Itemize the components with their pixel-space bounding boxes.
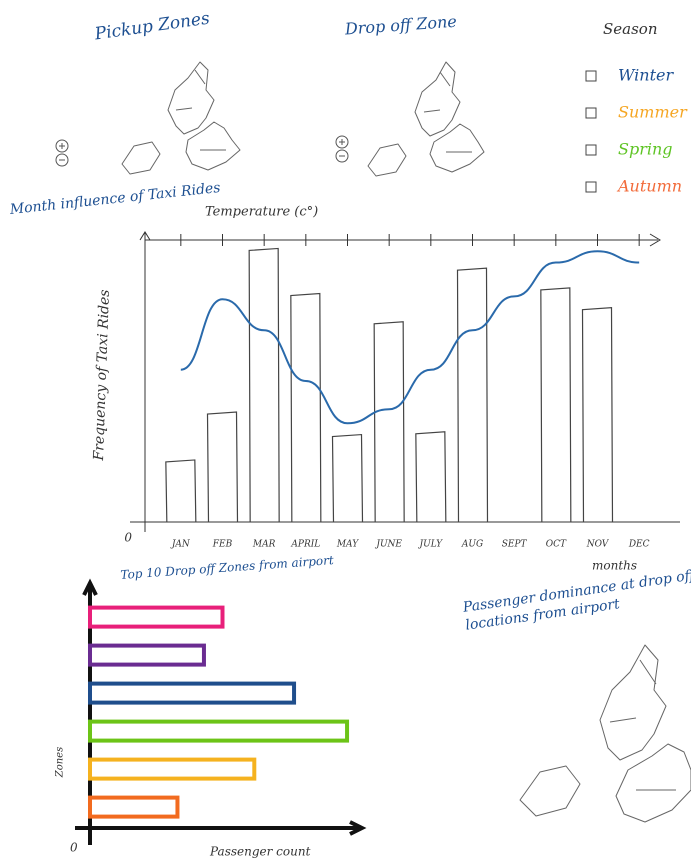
season-label[interactable]: Summer xyxy=(618,103,688,122)
x-tick-label: NOV xyxy=(586,540,610,550)
season-title: Season xyxy=(603,20,658,38)
pickup-map[interactable] xyxy=(121,61,241,175)
dropoff-title: Drop off Zone xyxy=(343,12,457,39)
pickup-zoom[interactable] xyxy=(55,139,69,167)
bar xyxy=(581,307,614,523)
dropoff-zoom[interactable] xyxy=(335,135,349,163)
season-label[interactable]: Spring xyxy=(618,140,673,159)
bar xyxy=(248,247,280,523)
x-tick-label: MAY xyxy=(336,540,359,550)
passenger-map[interactable] xyxy=(519,644,691,823)
y-axis-label: Zones xyxy=(55,747,66,778)
hbar-title: Top 10 Drop off Zones from airport xyxy=(120,553,335,582)
bar xyxy=(206,411,239,523)
temperature-line xyxy=(180,250,640,425)
x-tick-label: AUG xyxy=(461,540,483,550)
bar xyxy=(165,459,197,523)
x-tick-label: DEC xyxy=(628,540,650,550)
map-title: Passenger dominance at drop off location… xyxy=(462,567,691,634)
x-tick-label: OCT xyxy=(546,540,567,550)
season-checkbox[interactable] xyxy=(585,70,597,82)
bar xyxy=(456,267,489,523)
dropoff-map[interactable] xyxy=(367,61,485,177)
bar xyxy=(88,681,297,705)
y-axis xyxy=(139,231,151,532)
bar xyxy=(88,795,180,819)
season-checkbox[interactable] xyxy=(585,181,597,193)
bar xyxy=(88,643,206,667)
y-axis-label: Frequency of Taxi Rides xyxy=(91,289,113,462)
x-tick-label: JUNE xyxy=(374,540,402,550)
bar xyxy=(373,321,405,523)
x-tick-label: JULY xyxy=(418,540,444,550)
x-tick-label: 0 xyxy=(70,841,78,855)
season-label[interactable]: Autumn xyxy=(616,177,682,196)
x-tick-label: FEB xyxy=(212,540,233,550)
bar xyxy=(540,287,572,523)
bar xyxy=(290,292,322,523)
x-tick-label: APRIL xyxy=(290,540,320,550)
bar xyxy=(331,433,364,523)
bar xyxy=(88,719,350,743)
x-tick-label: SEPT xyxy=(502,540,528,550)
y2-axis xyxy=(145,233,661,247)
bar xyxy=(88,757,257,781)
bar xyxy=(88,605,225,629)
bar xyxy=(415,431,447,523)
x-axis-label: Passenger count xyxy=(209,845,311,859)
map-title-box: Passenger dominance at drop off location… xyxy=(462,567,691,634)
x-axis-label: months xyxy=(592,559,637,573)
y-tick-label: 0 xyxy=(124,531,132,545)
chart-title: Month influence of Taxi Rides xyxy=(8,180,221,218)
x-axis xyxy=(75,820,367,836)
x-tick-label: JAN xyxy=(170,540,191,550)
season-label[interactable]: Winter xyxy=(618,66,674,85)
season-checkbox[interactable] xyxy=(585,107,597,119)
x-tick-label: MAR xyxy=(252,540,276,550)
season-checkbox[interactable] xyxy=(585,144,597,156)
y2-axis-label: Temperature (c°) xyxy=(205,205,318,220)
pickup-title: Pickup Zones xyxy=(93,8,212,44)
